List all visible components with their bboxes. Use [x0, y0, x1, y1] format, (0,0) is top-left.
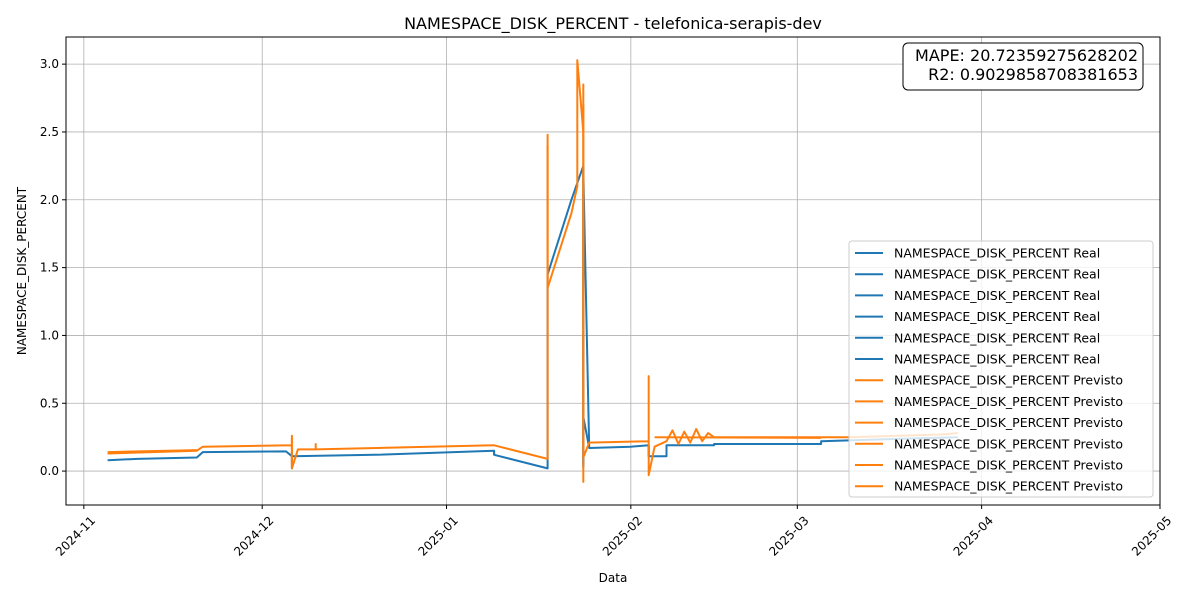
- y-tick-label: 2.0: [40, 193, 59, 207]
- y-tick-label: 0.0: [40, 464, 59, 478]
- series-line-8: [107, 449, 197, 454]
- y-tick-label: 2.5: [40, 125, 59, 139]
- r2-text: R2: 0.9029858708381653: [928, 65, 1138, 84]
- legend-entries: NAMESPACE_DISK_PERCENT Real NAMESPACE_DIS…: [855, 246, 1123, 494]
- legend-label: NAMESPACE_DISK_PERCENT Real: [894, 288, 1100, 303]
- y-tick-label: 1.0: [40, 328, 59, 342]
- plot-frame: [65, 36, 1161, 506]
- chart-title: NAMESPACE_DISK_PERCENT - telefonica-sera…: [404, 14, 822, 34]
- legend-label: NAMESPACE_DISK_PERCENT Previsto: [894, 436, 1123, 451]
- y-axis-label: NAMESPACE_DISK_PERCENT: [15, 186, 29, 355]
- legend-label: NAMESPACE_DISK_PERCENT Real: [894, 330, 1100, 345]
- y-tick-label: 0.5: [40, 396, 59, 410]
- legend-label: NAMESPACE_DISK_PERCENT Previsto: [894, 415, 1123, 430]
- legend-label: NAMESPACE_DISK_PERCENT Real: [894, 246, 1100, 261]
- legend-label: NAMESPACE_DISK_PERCENT Real: [894, 352, 1100, 367]
- metrics-box: MAPE: 20.72359275628202 R2: 0.9029858708…: [902, 42, 1144, 91]
- legend-label: NAMESPACE_DISK_PERCENT Previsto: [894, 479, 1123, 494]
- mape-text: MAPE: 20.72359275628202: [915, 46, 1138, 65]
- legend-label: NAMESPACE_DISK_PERCENT Real: [894, 309, 1100, 324]
- metrics-box-frame: [902, 42, 1144, 91]
- series-layer: [107, 59, 958, 483]
- legend-label: NAMESPACE_DISK_PERCENT Previsto: [894, 458, 1123, 473]
- x-axis-label: Data: [599, 571, 628, 585]
- series-line-7: [654, 436, 822, 439]
- y-tick-label: 1.5: [40, 261, 59, 275]
- legend-label: NAMESPACE_DISK_PERCENT Previsto: [894, 373, 1123, 388]
- legend-label: NAMESPACE_DISK_PERCENT Previsto: [894, 394, 1123, 409]
- legend: NAMESPACE_DISK_PERCENT Real NAMESPACE_DIS…: [848, 240, 1154, 498]
- y-tick-label: 3.0: [40, 57, 59, 71]
- legend-frame: [848, 240, 1154, 498]
- legend-label: NAMESPACE_DISK_PERCENT Real: [894, 267, 1100, 282]
